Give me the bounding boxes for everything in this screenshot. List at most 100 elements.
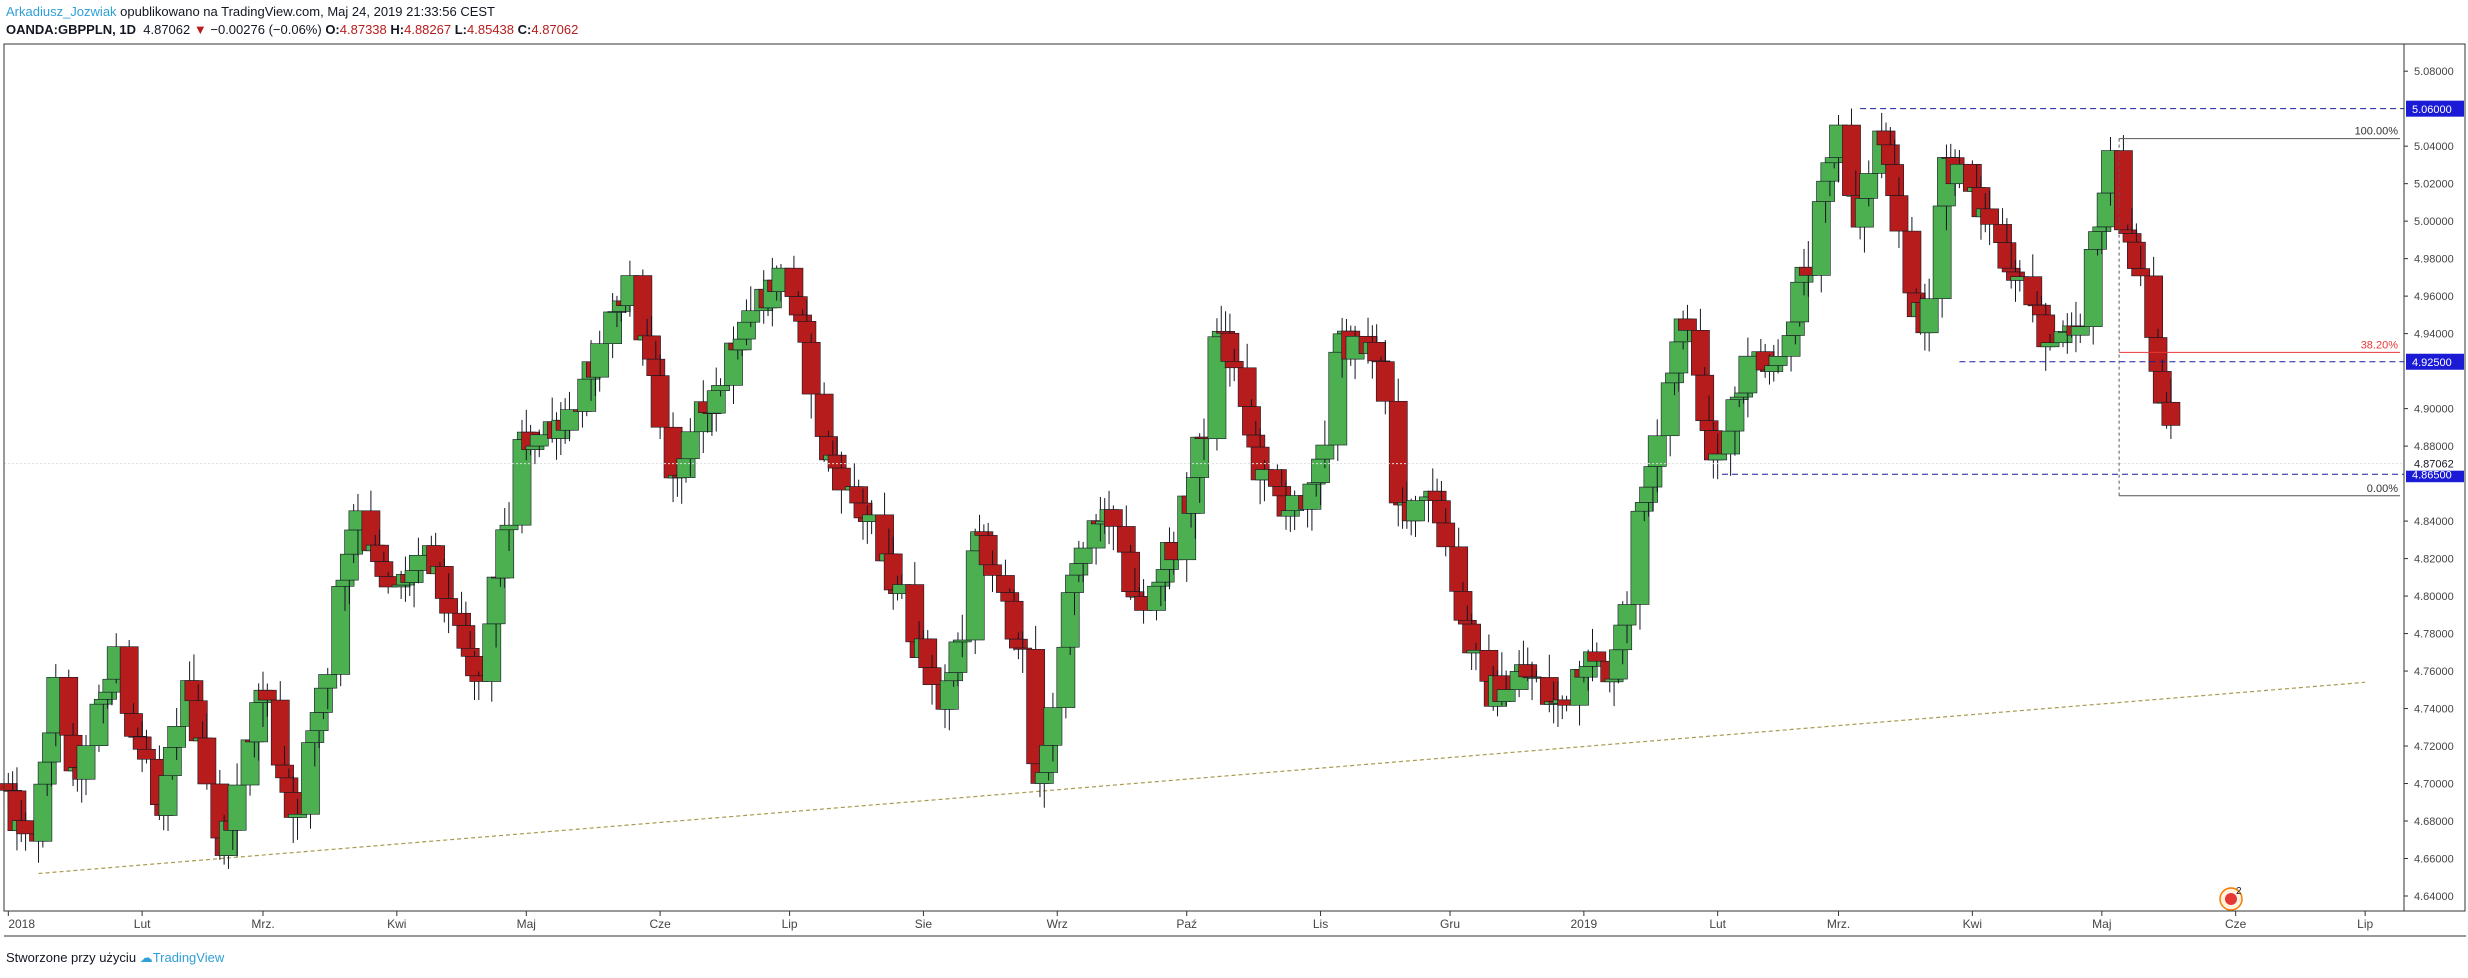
candle-up: [2070, 326, 2090, 336]
price-axis[interactable]: 5.08000 5.04000 5.02000 5.00000 4.98000 4.960…: [2404, 66, 2454, 903]
candle-up: [2083, 248, 2103, 327]
y-tick-label: 4.94000: [2414, 329, 2454, 341]
candle-up: [1708, 453, 1728, 461]
candle-up: [1406, 500, 1425, 522]
candle-down: [1885, 164, 1905, 196]
candle-up: [1056, 646, 1076, 708]
fib-label-100.00%: 100.00%: [2355, 126, 2399, 138]
candle-down: [188, 700, 208, 742]
candle-down: [2001, 267, 2021, 273]
candle-up: [495, 529, 515, 579]
candle-down: [1432, 500, 1451, 524]
x-tick-label: Maj: [517, 917, 536, 931]
candle-up: [37, 761, 57, 785]
candle-up: [1855, 198, 1874, 228]
candle-up: [404, 570, 424, 583]
candle-up: [482, 623, 502, 682]
candle-up: [732, 338, 752, 351]
candle-up: [331, 585, 351, 675]
candle-down: [918, 638, 938, 668]
level-label-4.92500: 4.92500: [2412, 357, 2452, 369]
current-price-label: 4.87062: [2414, 459, 2454, 471]
candle-down: [452, 612, 471, 626]
candle-up: [249, 702, 269, 743]
x-tick-label: Cze: [2225, 917, 2247, 931]
candle-up: [1665, 372, 1684, 384]
candle-up: [499, 524, 519, 531]
level-label-bg: [2406, 353, 2464, 370]
candle-down: [793, 314, 812, 322]
y-tick-label: 4.98000: [2414, 254, 2454, 266]
candle-down: [1993, 224, 2012, 243]
candle-up: [676, 458, 696, 478]
x-tick-label: 2018: [8, 917, 35, 931]
candle-up: [1190, 436, 1210, 478]
author-link[interactable]: Arkadiusz_Jozwiak: [6, 4, 117, 19]
candle-down: [1000, 592, 1020, 602]
candle-down: [1449, 546, 1469, 592]
candle-up: [1634, 502, 1654, 512]
candle-down: [137, 748, 156, 760]
candle-up: [1186, 477, 1205, 514]
candle-down: [2118, 229, 2138, 234]
time-axis[interactable]: 2018 Lut Mrz. Kwi Maj Cze Lip Sie Wrz Paź Lis Gru 20…: [7, 911, 2373, 931]
candle-up: [1613, 624, 1633, 651]
candle-up: [711, 385, 730, 391]
candle-down: [646, 358, 666, 376]
support-trendline: [38, 681, 2366, 875]
candle-up: [344, 529, 364, 555]
level-label-5.06000: 5.06000: [2412, 104, 2452, 116]
x-tick-label: Mrz.: [251, 917, 274, 931]
events-badge-icon[interactable]: 2: [2219, 886, 2243, 911]
candle-down: [16, 820, 35, 835]
candle-down: [275, 764, 294, 779]
fib-label-0.00%: 0.00%: [2367, 483, 2398, 495]
candle-up: [1768, 356, 1788, 366]
candle-up: [1155, 569, 1175, 583]
candle-down: [1427, 490, 1447, 502]
candle-up: [1328, 351, 1348, 446]
candle-up: [1609, 649, 1628, 680]
current-price-bg: [2406, 455, 2464, 471]
tradingview-link[interactable]: TradingView: [152, 950, 225, 965]
candle-up: [1280, 510, 1300, 517]
candle-down: [1367, 342, 1387, 362]
candle-up: [102, 678, 122, 693]
x-tick-label: Maj: [2092, 917, 2111, 931]
candle-up: [1065, 574, 1084, 593]
candle-up: [1725, 399, 1745, 432]
candle-up: [42, 732, 61, 763]
symbol-label: OANDA:GBPPLN, 1D: [6, 22, 137, 37]
candle-down: [59, 676, 79, 736]
candle-up: [944, 672, 964, 682]
candle-up: [1729, 396, 1749, 400]
tradingview-logo-icon: ☁: [139, 950, 153, 965]
candle-up: [1790, 281, 1810, 323]
candle-up: [948, 641, 968, 673]
y-tick-label: 4.68000: [2414, 816, 2454, 828]
y-tick-label: 4.74000: [2414, 704, 2454, 716]
y-tick-label: 4.82000: [2414, 554, 2454, 566]
candle-up: [1824, 157, 1844, 164]
candle-down: [2114, 150, 2133, 231]
candle-up: [2088, 231, 2107, 250]
candle-up: [1496, 689, 1516, 702]
candle-up: [1734, 392, 1753, 398]
candle-down: [1103, 509, 1123, 527]
candle-up: [98, 691, 117, 700]
candle-up: [525, 445, 545, 450]
candle-up: [167, 726, 187, 748]
candle-down: [1268, 469, 1287, 487]
footer-credit: Stworzone przy użyciu ☁TradingView: [6, 950, 224, 966]
candle-down: [124, 713, 143, 737]
candle-up: [1721, 430, 1740, 455]
candle-down: [0, 783, 18, 791]
candle-down: [2148, 337, 2168, 372]
candle-up: [240, 739, 260, 786]
candle-down: [1004, 600, 1024, 640]
x-tick-label: Lut: [1709, 917, 1726, 931]
candle-down: [2152, 371, 2172, 404]
candle-down: [374, 561, 394, 577]
candle-down: [1388, 400, 1408, 504]
